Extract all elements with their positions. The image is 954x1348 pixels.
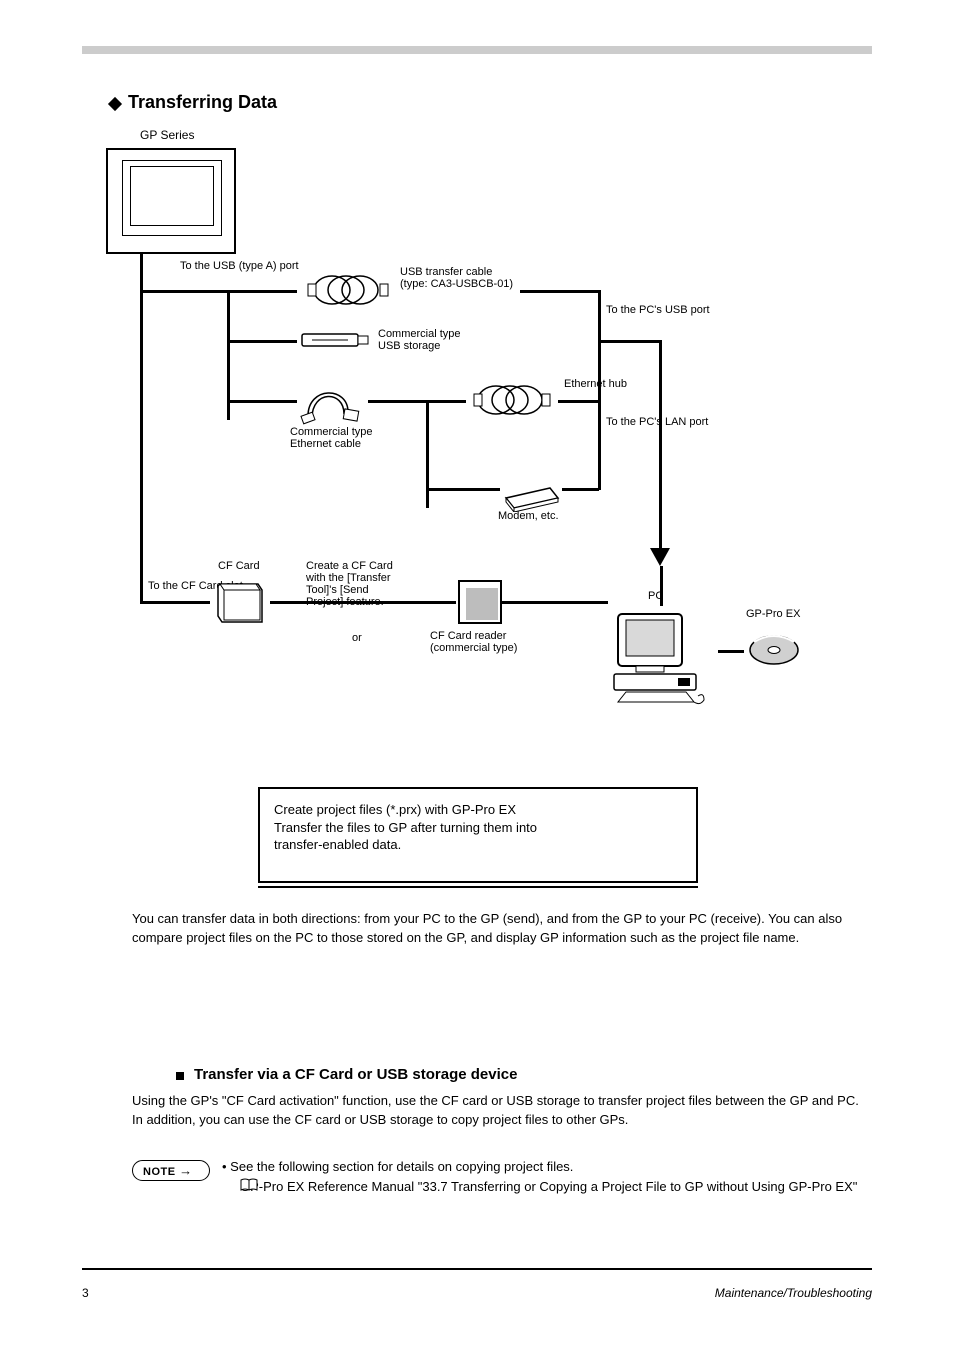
conn-line <box>520 290 560 293</box>
to-pc-usb-label: To the PC's USB port <box>606 304 710 316</box>
top-divider <box>82 46 872 54</box>
cf-card-icon <box>214 578 268 628</box>
conn-line <box>660 566 663 606</box>
ethernet-cable-icon <box>298 376 368 426</box>
modem-label: Modem, etc. <box>498 510 559 522</box>
boxed-note: Create project files (*.prx) with GP-Pro… <box>258 787 698 883</box>
cf-label: CF Card <box>218 560 260 572</box>
conn-line <box>227 290 297 293</box>
arrow-down-icon <box>650 548 670 566</box>
software-disc-icon <box>746 626 802 674</box>
gp-device <box>106 148 236 254</box>
gp-transfer-label: Create a CF Card with the [Transfer Tool… <box>306 560 393 608</box>
cf-reader-label-text: CF Card reader (commercial type) <box>430 630 517 654</box>
modem-icon <box>500 468 564 512</box>
box-underline <box>258 886 698 888</box>
conn-line <box>140 290 230 293</box>
cf-reader-label: CF Card reader (commercial type) <box>430 630 517 654</box>
bottom-divider <box>82 1268 872 1270</box>
note-ref-text: GP-Pro EX Reference Manual "33.7 Transfe… <box>240 1179 857 1194</box>
gp-transfer-label-text: Create a CF Card with the [Transfer Tool… <box>306 560 393 608</box>
lan-cable-label-text2: Commercial type Ethernet cable <box>290 426 373 450</box>
conn-line <box>659 340 662 550</box>
conn-line <box>426 488 500 491</box>
note-pill: NOTE → <box>132 1160 210 1181</box>
square-bullet-icon <box>176 1072 184 1080</box>
pc-icon <box>608 608 718 708</box>
footer-title: Maintenance/Troubleshooting <box>715 1286 872 1300</box>
lan-cable-label-2: Commercial type Ethernet cable <box>290 426 373 450</box>
conn-line <box>140 254 143 604</box>
conn-line <box>598 400 599 403</box>
usb-cable-icon <box>306 270 392 310</box>
note-arrow-icon: → <box>179 1163 193 1178</box>
usb-storage-label-text: Commercial type USB storage <box>378 328 461 352</box>
ethernet-hub-label: Ethernet hub <box>564 378 627 390</box>
note-ref: GP-Pro EX Reference Manual "33.7 Transfe… <box>240 1178 872 1197</box>
page-number: 3 <box>82 1286 89 1300</box>
book-ref-icon <box>240 1178 258 1192</box>
conn-line <box>598 340 662 343</box>
sw-label: GP-Pro EX <box>746 608 800 620</box>
or-label: or <box>352 632 362 644</box>
conn-line <box>426 400 466 403</box>
para-transfer-directions: You can transfer data in both directions… <box>132 910 872 948</box>
conn-line <box>557 290 601 293</box>
conn-line <box>368 400 428 403</box>
note-text: See the following section for details on… <box>230 1159 573 1174</box>
conn-line <box>227 400 297 403</box>
conn-line <box>227 340 297 343</box>
note-bullet: • See the following section for details … <box>222 1158 872 1177</box>
gp-label: GP Series <box>140 128 194 142</box>
section-title: Transferring Data <box>128 92 277 113</box>
sub-heading: Transfer via a CF Card or USB storage de… <box>194 1066 517 1083</box>
conn-line <box>598 290 601 490</box>
conn-line <box>562 488 598 491</box>
usb-storage-label: Commercial type USB storage <box>378 328 461 352</box>
usb-cable-label: USB transfer cable (type: CA3-USBCB-01) <box>400 266 513 290</box>
boxed-note-line1: Create project files (*.prx) with GP-Pro… <box>274 801 682 819</box>
usb-cable-label-text: USB transfer cable <box>400 266 492 278</box>
to-pc-lan-label: To the PC's LAN port <box>606 416 708 428</box>
conn-line <box>718 650 744 653</box>
boxed-note-line2: Transfer the files to GP after turning t… <box>274 819 682 837</box>
to-usb-port-label: To the USB (type A) port <box>180 260 299 272</box>
conn-line <box>598 488 599 491</box>
ethernet-hub-icon <box>470 380 556 420</box>
cf-reader <box>458 580 502 624</box>
conn-line <box>502 601 608 604</box>
conn-line <box>140 601 210 604</box>
usb-cable-part-text: (type: CA3-USBCB-01) <box>400 278 513 290</box>
usb-storage-icon <box>300 328 370 352</box>
conn-line <box>558 400 598 403</box>
boxed-note-line3: transfer-enabled data. <box>274 836 682 854</box>
diamond-bullet-icon <box>108 97 122 111</box>
para-cf-usb: Using the GP's "CF Card activation" func… <box>132 1092 872 1130</box>
conn-line <box>426 400 429 508</box>
